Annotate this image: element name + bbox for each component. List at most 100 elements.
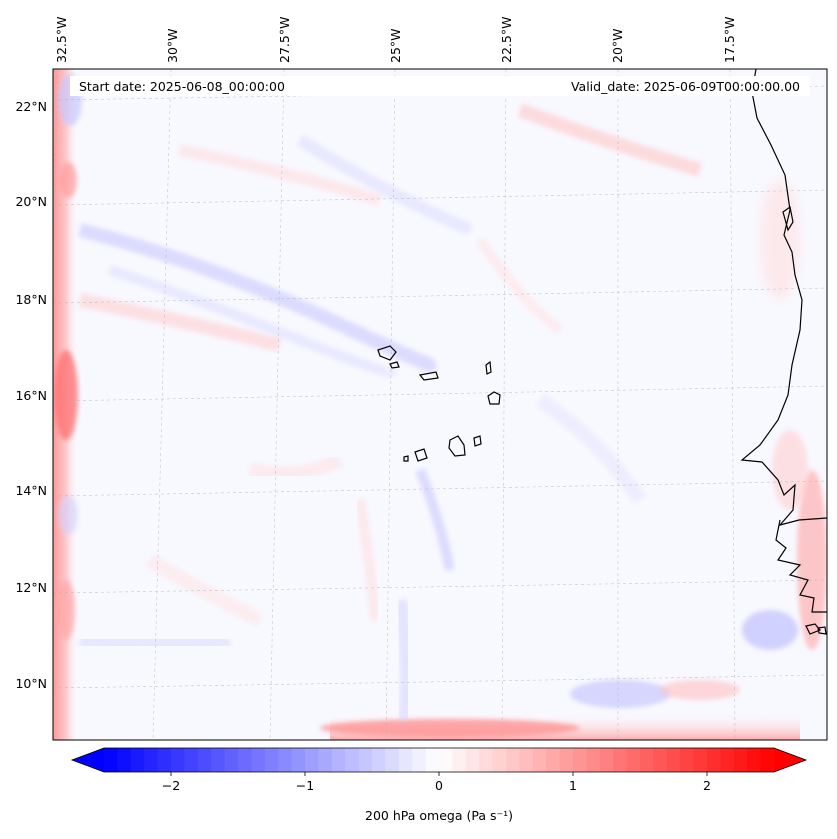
omega-band-blue-3 — [296, 134, 473, 236]
map-background — [53, 69, 827, 740]
lon-label: 30°W — [165, 28, 180, 63]
colorbar-extend-min — [72, 748, 104, 772]
meridian-line — [269, 69, 285, 740]
colorbar-segment — [425, 748, 440, 772]
lat-label: 12°N — [15, 580, 47, 595]
map-panel — [53, 69, 827, 740]
colorbar-segment — [573, 748, 587, 772]
omega-patch-left-blue-2 — [58, 495, 78, 535]
omega-patch-left-max — [54, 350, 78, 440]
latitude-labels: 22°N 20°N 18°N 16°N 14°N 12°N 10°N — [15, 99, 47, 691]
colorbar-segment — [345, 748, 360, 772]
colorbar-segment — [291, 748, 306, 772]
colorbar-segment — [532, 748, 547, 772]
lat-label: 20°N — [15, 194, 47, 209]
colorbar-segment — [385, 748, 400, 772]
colorbar-tick-label: −1 — [296, 778, 314, 793]
omega-band-red-5 — [475, 237, 564, 334]
colorbar-outline — [70, 747, 808, 773]
omega-patch-left-top — [59, 162, 77, 198]
sao-vicente-island — [389, 361, 400, 369]
colorbar-segment — [747, 748, 762, 772]
lon-label: 20°W — [610, 28, 625, 63]
colorbar-segment — [197, 748, 212, 772]
graticule — [53, 69, 827, 740]
lon-label: 27.5°W — [277, 17, 292, 63]
omega-band-red-7 — [146, 553, 264, 627]
omega-patch-right-blue — [742, 610, 798, 650]
fogo-island — [414, 448, 428, 462]
start-date-label: Start date: 2025-06-08_00:00:00 — [79, 79, 285, 94]
lon-label: 32.5°W — [54, 17, 69, 63]
colorbar-segment — [613, 748, 628, 772]
africa-coastline — [740, 69, 827, 527]
colorbar-segment — [398, 748, 413, 772]
island-coast — [782, 205, 794, 232]
omega-band-blue-2 — [108, 265, 396, 377]
colorbar-tick-label: 0 — [435, 778, 443, 793]
meridian-line — [385, 69, 396, 740]
colorbar-segment — [653, 748, 668, 772]
sao-nicolau-island — [418, 371, 439, 381]
coastlines — [377, 69, 827, 635]
colorbar-segment — [211, 748, 226, 772]
maio-island — [473, 435, 482, 447]
omega-band-blue-5 — [393, 598, 414, 721]
colorbar-segment — [452, 748, 467, 772]
lon-label: 17.5°W — [722, 17, 737, 63]
colorbar: −2 −1 0 1 2 200 hPa omega (Pa s⁻¹) — [70, 747, 808, 823]
guinea-coastline — [775, 519, 827, 613]
colorbar-segment — [144, 748, 159, 772]
colorbar-segment — [707, 748, 721, 772]
colorbar-tick-label: 1 — [569, 778, 577, 793]
colorbar-segment — [104, 748, 118, 772]
omega-patch-right-red — [797, 470, 827, 650]
colorbar-segment — [492, 748, 507, 772]
meridian-line — [729, 69, 736, 740]
colorbar-segment — [157, 748, 172, 772]
colorbar-segment — [278, 748, 293, 772]
omega-patch-left-bottom — [57, 580, 75, 640]
omega-field — [53, 69, 827, 740]
colorbar-segment — [559, 748, 574, 772]
colorbar-segment — [117, 748, 132, 772]
colorbar-segment — [171, 748, 185, 772]
colorbar-segment — [372, 748, 386, 772]
longitude-labels: 32.5°W 30°W 27.5°W 25°W 22.5°W 20°W 17.5… — [54, 17, 737, 63]
colorbar-segment — [238, 748, 252, 772]
lat-label: 16°N — [15, 388, 47, 403]
colorbar-segment — [586, 748, 601, 772]
santiago-island — [448, 435, 466, 457]
omega-band-blue-6 — [78, 632, 231, 653]
omega-patch-right-red-2 — [772, 430, 808, 510]
colorbar-segment — [184, 748, 199, 772]
colorbar-segment — [599, 748, 614, 772]
meridian-line — [501, 69, 507, 740]
parallel-line — [53, 189, 827, 206]
colorbar-segment — [264, 748, 279, 772]
colorbar-extend-max — [774, 748, 806, 772]
parallel-line — [53, 480, 827, 497]
annotation-strip — [70, 76, 810, 96]
boa-vista-island — [487, 391, 501, 405]
omega-band-red-1 — [78, 293, 282, 352]
colorbar-segment — [130, 748, 145, 772]
sal-island — [485, 360, 492, 375]
colorbar-ticks: −2 −1 0 1 2 — [162, 772, 711, 793]
santo-antao-island — [377, 345, 397, 361]
colorbar-segment — [546, 748, 561, 772]
bissagos-island — [817, 626, 827, 635]
colorbar-label: 200 hPa omega (Pa s⁻¹) — [365, 808, 513, 823]
colorbar-segment — [720, 748, 735, 772]
colorbar-segment — [733, 748, 748, 772]
colorbar-segment — [224, 748, 239, 772]
colorbar-segment — [331, 748, 346, 772]
colorbar-segment — [760, 748, 775, 772]
parallel-line — [53, 85, 827, 101]
colorbar-segment — [666, 748, 681, 772]
colorbar-segments — [104, 748, 775, 772]
brava-island — [403, 455, 409, 462]
omega-patch-bottom-blue — [570, 680, 670, 708]
meridian-line — [152, 69, 172, 740]
